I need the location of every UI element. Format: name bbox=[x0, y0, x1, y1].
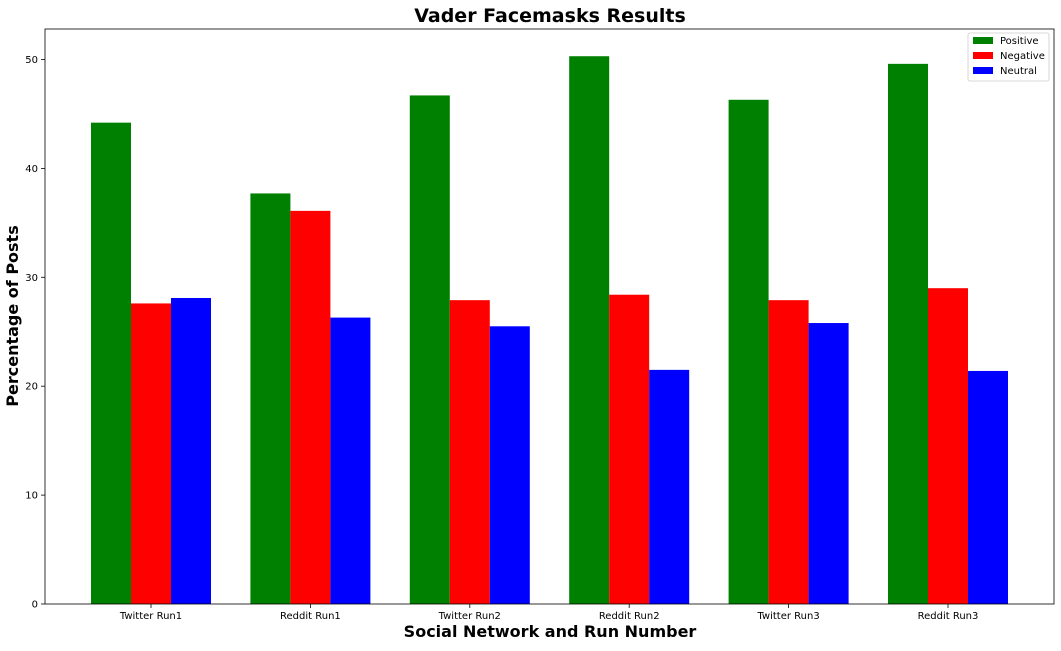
legend-swatch-positive bbox=[973, 37, 993, 44]
x-axis-ticks: Twitter Run1 Reddit Run1 Twitter Run2 Reddi… bbox=[119, 604, 979, 622]
x-axis-label: Social Network and Run Number bbox=[404, 622, 697, 641]
x-tick-label: Twitter Run2 bbox=[438, 611, 501, 622]
bar-positive-2 bbox=[409, 95, 450, 604]
bars-layer bbox=[91, 56, 1008, 605]
bar-negative-4 bbox=[768, 300, 809, 604]
y-tick-label: 40 bbox=[25, 164, 38, 175]
legend-swatch-negative bbox=[973, 52, 993, 59]
bar-neutral-0 bbox=[171, 297, 211, 604]
plot-frame bbox=[44, 28, 1055, 605]
legend-label-neutral: Neutral bbox=[1000, 66, 1037, 77]
bar-neutral-1 bbox=[330, 317, 371, 604]
bar-positive-1 bbox=[250, 193, 291, 604]
bar-positive-4 bbox=[728, 99, 769, 605]
y-tick-label: 30 bbox=[25, 273, 38, 284]
legend-label-positive: Positive bbox=[1000, 36, 1039, 47]
bar-neutral-2 bbox=[489, 326, 530, 604]
bar-negative-0 bbox=[131, 303, 171, 604]
bar-negative-1 bbox=[290, 210, 331, 604]
y-tick-label: 20 bbox=[25, 382, 38, 393]
x-tick-label: Reddit Run3 bbox=[918, 611, 979, 622]
y-tick-label: 0 bbox=[32, 600, 38, 611]
x-tick-label: Reddit Run2 bbox=[599, 611, 660, 622]
y-axis-label: Percentage of Posts bbox=[3, 225, 22, 406]
bar-neutral-5 bbox=[968, 370, 1008, 604]
bar-positive-5 bbox=[888, 63, 928, 604]
bar-negative-3 bbox=[609, 294, 650, 604]
bar-neutral-4 bbox=[808, 323, 849, 604]
bar-positive-3 bbox=[569, 56, 610, 604]
y-tick-label: 50 bbox=[25, 55, 38, 66]
bar-negative-2 bbox=[449, 300, 490, 604]
bar-positive-0 bbox=[91, 122, 131, 604]
legend: Positive Negative Neutral bbox=[967, 32, 1050, 82]
x-tick-label: Twitter Run3 bbox=[756, 611, 819, 622]
y-axis-ticks: 0 10 20 30 40 50 bbox=[25, 55, 45, 611]
legend-label-negative: Negative bbox=[1000, 51, 1045, 62]
chart-title: Vader Facemasks Results bbox=[414, 5, 686, 27]
legend-swatch-neutral bbox=[973, 67, 993, 74]
x-tick-label: Twitter Run1 bbox=[119, 611, 182, 622]
x-tick-label: Reddit Run1 bbox=[280, 611, 341, 622]
y-tick-label: 10 bbox=[25, 491, 38, 502]
bar-negative-5 bbox=[928, 288, 968, 604]
bar-neutral-3 bbox=[649, 369, 690, 604]
